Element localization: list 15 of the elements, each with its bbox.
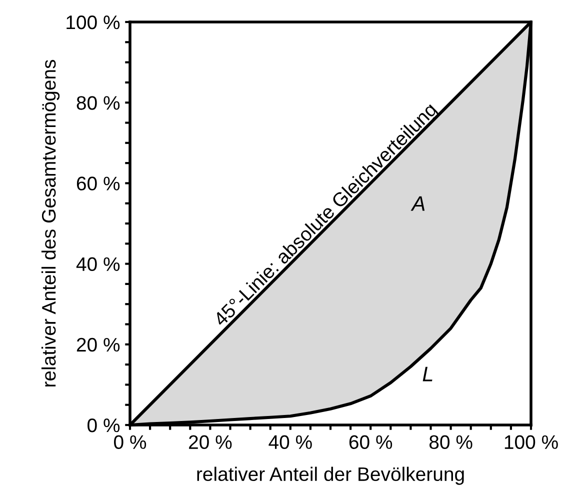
y-tick-label: 40 % [76, 257, 120, 272]
x-tick-label: 80 % [429, 435, 472, 450]
y-tick-label: 80 % [76, 96, 120, 110]
y-tick-label: 100 % [66, 15, 120, 30]
y-tick-label: 0 % [88, 418, 120, 432]
y-tick-label: 60 % [76, 176, 120, 190]
x-axis-title: relativer Anteil der Bevölkerung [197, 466, 464, 485]
x-tick-label: 100 % [504, 435, 558, 450]
x-tick-label: 40 % [268, 435, 312, 450]
y-axis-title: relativer Anteil des Gesamtvermögens [41, 60, 60, 386]
annotation: L [422, 366, 432, 382]
x-tick-label: 60 % [349, 435, 392, 450]
x-tick-label: 20 % [189, 435, 232, 450]
y-tick-label: 20 % [76, 338, 120, 352]
x-tick-label: 0 % [114, 435, 146, 450]
